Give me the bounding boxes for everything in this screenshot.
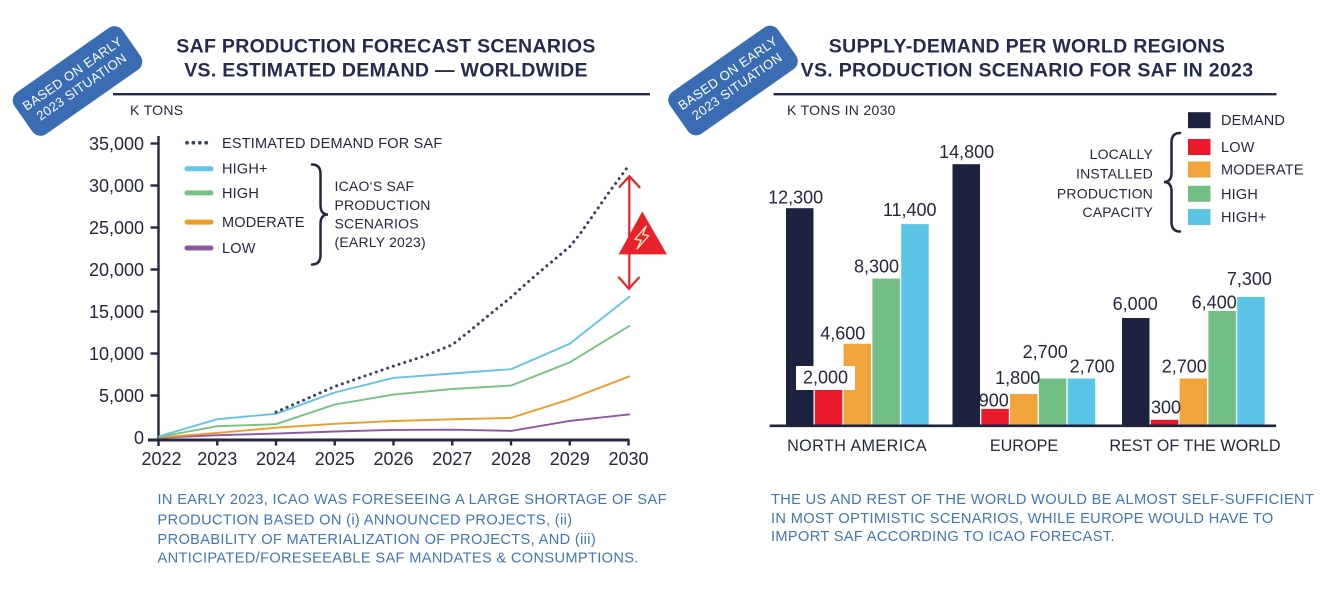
svg-text:300: 300 <box>1151 398 1181 418</box>
svg-text:HIGH+: HIGH+ <box>222 162 268 178</box>
svg-text:(EARLY 2023): (EARLY 2023) <box>335 234 426 250</box>
svg-text:MODERATE: MODERATE <box>1221 163 1304 179</box>
svg-text:35,000: 35,000 <box>89 134 144 154</box>
svg-text:2022: 2022 <box>141 449 181 469</box>
svg-text:EUROPE: EUROPE <box>990 437 1059 455</box>
svg-text:2025: 2025 <box>315 449 355 469</box>
svg-text:SUPPLY-DEMAND PER WORLD REGION: SUPPLY-DEMAND PER WORLD REGIONS <box>829 36 1225 58</box>
svg-text:2023: 2023 <box>197 449 237 469</box>
svg-text:2,700: 2,700 <box>1023 342 1068 362</box>
svg-text:2024: 2024 <box>256 449 296 469</box>
svg-text:20,000: 20,000 <box>89 260 144 280</box>
svg-text:8,300: 8,300 <box>854 256 899 276</box>
svg-text:IN MOST OPTIMISTIC SCENARIOS,: IN MOST OPTIMISTIC SCENARIOS, WHILE EURO… <box>771 511 1274 527</box>
svg-text:0: 0 <box>134 428 144 448</box>
svg-text:900: 900 <box>979 391 1009 411</box>
svg-text:THE US AND REST OF THE WORLD W: THE US AND REST OF THE WORLD WOULD BE AL… <box>771 492 1314 508</box>
svg-text:10,000: 10,000 <box>89 344 144 364</box>
svg-text:5,000: 5,000 <box>99 386 144 406</box>
svg-text:K TONS IN 2030: K TONS IN 2030 <box>787 102 896 118</box>
svg-text:12,300: 12,300 <box>768 187 823 207</box>
svg-text:ESTIMATED DEMAND FOR SAF: ESTIMATED DEMAND FOR SAF <box>222 136 442 152</box>
svg-text:IMPORT SAF ACCORDING TO ICAO F: IMPORT SAF ACCORDING TO ICAO FORECAST. <box>771 529 1115 545</box>
svg-text:MODERATE: MODERATE <box>222 215 305 231</box>
svg-text:LOW: LOW <box>222 241 256 257</box>
svg-text:1,800: 1,800 <box>995 368 1040 388</box>
svg-text:2,700: 2,700 <box>1070 357 1115 377</box>
svg-text:LOCALLY: LOCALLY <box>1090 146 1154 162</box>
svg-text:LOW: LOW <box>1221 140 1255 156</box>
svg-text:2028: 2028 <box>491 449 531 469</box>
svg-text:VS. PRODUCTION SCENARIO FOR SA: VS. PRODUCTION SCENARIO FOR SAF IN 2023 <box>801 60 1254 82</box>
svg-text:ICAO‘S SAF: ICAO‘S SAF <box>335 178 415 194</box>
svg-text:K TONS: K TONS <box>130 102 183 118</box>
svg-text:2029: 2029 <box>550 449 590 469</box>
svg-text:CAPACITY: CAPACITY <box>1082 204 1153 220</box>
svg-text:30,000: 30,000 <box>89 176 144 196</box>
svg-text:PROBABILITY OF MATERIALIZATION: PROBABILITY OF MATERIALIZATION OF PROJEC… <box>158 532 597 548</box>
svg-text:INSTALLED: INSTALLED <box>1076 166 1153 182</box>
svg-text:4,600: 4,600 <box>820 324 865 344</box>
svg-text:15,000: 15,000 <box>89 302 144 322</box>
svg-text:SAF PRODUCTION FORECAST SCENAR: SAF PRODUCTION FORECAST SCENARIOS <box>176 36 595 58</box>
svg-text:6,000: 6,000 <box>1113 294 1158 314</box>
svg-text:2026: 2026 <box>373 449 413 469</box>
svg-text:SCENARIOS: SCENARIOS <box>335 215 419 231</box>
svg-text:7,300: 7,300 <box>1227 269 1272 289</box>
svg-text:IN EARLY 2023, ICAO WAS FORESE: IN EARLY 2023, ICAO WAS FORESEEING A LAR… <box>158 492 667 508</box>
svg-text:DEMAND: DEMAND <box>1221 113 1285 129</box>
svg-text:HIGH: HIGH <box>1221 187 1258 203</box>
svg-text:ANTICIPATED/FORESEEABLE SAF MA: ANTICIPATED/FORESEEABLE SAF MANDATES & C… <box>158 551 639 567</box>
svg-text:11,400: 11,400 <box>883 200 937 220</box>
svg-text:2030: 2030 <box>608 449 648 469</box>
svg-text:2,700: 2,700 <box>1162 357 1207 377</box>
svg-text:HIGH: HIGH <box>222 186 259 202</box>
svg-text:VS. ESTIMATED DEMAND — WORLDWI: VS. ESTIMATED DEMAND — WORLDWIDE <box>184 60 588 82</box>
svg-text:HIGH+: HIGH+ <box>1221 210 1267 226</box>
svg-text:6,400: 6,400 <box>1192 292 1237 312</box>
svg-text:PRODUCTION: PRODUCTION <box>1057 185 1153 201</box>
svg-text:NORTH AMERICA: NORTH AMERICA <box>787 437 927 455</box>
svg-text:14,800: 14,800 <box>939 142 994 162</box>
svg-text:REST OF THE WORLD: REST OF THE WORLD <box>1109 437 1280 455</box>
svg-text:2027: 2027 <box>432 449 472 469</box>
svg-text:2,000: 2,000 <box>803 368 848 388</box>
svg-text:PRODUCTION: PRODUCTION <box>335 197 431 213</box>
svg-text:PRODUCTION BASED ON (i) ANNOUN: PRODUCTION BASED ON (i) ANNOUNCED PROJEC… <box>158 513 573 529</box>
svg-text:25,000: 25,000 <box>89 218 144 238</box>
